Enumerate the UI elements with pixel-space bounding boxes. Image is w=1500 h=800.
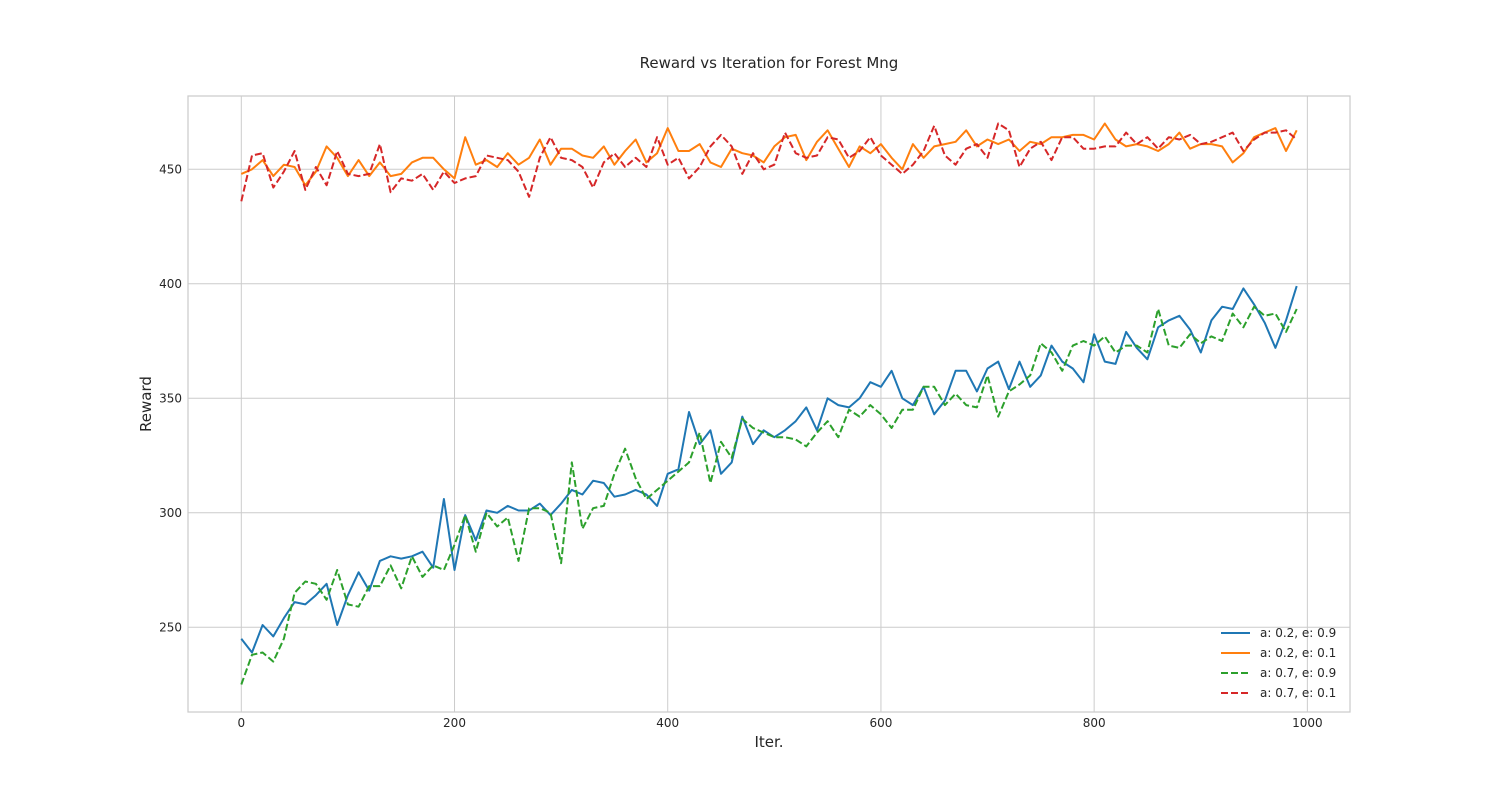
y-axis-label: Reward xyxy=(137,376,155,432)
data-series xyxy=(240,122,1298,685)
x-tick-label: 200 xyxy=(443,716,466,730)
gridlines xyxy=(188,96,1350,712)
legend-label-4: a: 0.7, e: 0.1 xyxy=(1260,686,1336,700)
tick-labels: 0 200 400 600 800 1000 250 300 350 400 450 xyxy=(159,162,1323,730)
x-tick-label: 400 xyxy=(656,716,679,730)
x-tick-label: 600 xyxy=(869,716,892,730)
x-tick-label: 1000 xyxy=(1292,716,1323,730)
series-line-3 xyxy=(240,305,1298,685)
legend-label-2: a: 0.2, e: 0.1 xyxy=(1260,646,1336,660)
legend-label-1: a: 0.2, e: 0.9 xyxy=(1260,626,1336,640)
y-tick-label: 300 xyxy=(159,506,182,520)
chart-title: Reward vs Iteration for Forest Mng xyxy=(640,54,899,72)
x-tick-label: 0 xyxy=(237,716,245,730)
series-line-2 xyxy=(240,122,1298,187)
legend-label-3: a: 0.7, e: 0.9 xyxy=(1260,666,1336,680)
plot-area-frame xyxy=(187,95,1351,713)
series-line-4 xyxy=(240,122,1298,202)
x-tick-label: 800 xyxy=(1083,716,1106,730)
y-tick-label: 350 xyxy=(159,391,182,405)
x-axis-label: Iter. xyxy=(754,733,783,751)
legend: a: 0.2, e: 0.9 a: 0.2, e: 0.1 a: 0.7, e: 0… xyxy=(1221,626,1336,700)
y-tick-label: 250 xyxy=(159,620,182,634)
y-tick-label: 450 xyxy=(159,162,182,176)
y-tick-label: 400 xyxy=(159,277,182,291)
